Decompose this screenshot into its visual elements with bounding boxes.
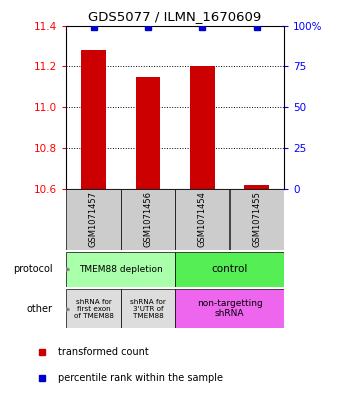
Bar xyxy=(136,77,160,189)
Text: TMEM88 depletion: TMEM88 depletion xyxy=(79,265,163,274)
Bar xyxy=(175,289,284,328)
Bar xyxy=(121,289,175,328)
Bar xyxy=(81,50,106,189)
Bar xyxy=(230,189,284,250)
Text: shRNA for
first exon
of TMEM88: shRNA for first exon of TMEM88 xyxy=(73,299,114,318)
Bar xyxy=(175,189,230,250)
Bar xyxy=(190,66,215,189)
Bar xyxy=(66,289,121,328)
Bar xyxy=(175,252,284,287)
Text: GSM1071454: GSM1071454 xyxy=(198,191,207,247)
Bar xyxy=(66,252,175,287)
Bar xyxy=(66,189,121,250)
Text: percentile rank within the sample: percentile rank within the sample xyxy=(58,373,223,383)
Text: protocol: protocol xyxy=(13,264,53,274)
Text: non-targetting
shRNA: non-targetting shRNA xyxy=(197,299,262,318)
Text: other: other xyxy=(27,303,53,314)
Bar xyxy=(121,189,175,250)
Title: GDS5077 / ILMN_1670609: GDS5077 / ILMN_1670609 xyxy=(88,10,262,23)
Text: GSM1071455: GSM1071455 xyxy=(252,191,261,247)
Bar xyxy=(244,185,269,189)
Text: control: control xyxy=(211,264,248,274)
Text: GSM1071456: GSM1071456 xyxy=(143,191,152,247)
Text: shRNA for
3'UTR of
TMEM88: shRNA for 3'UTR of TMEM88 xyxy=(130,299,166,318)
Text: GSM1071457: GSM1071457 xyxy=(89,191,98,247)
Text: transformed count: transformed count xyxy=(58,347,149,357)
